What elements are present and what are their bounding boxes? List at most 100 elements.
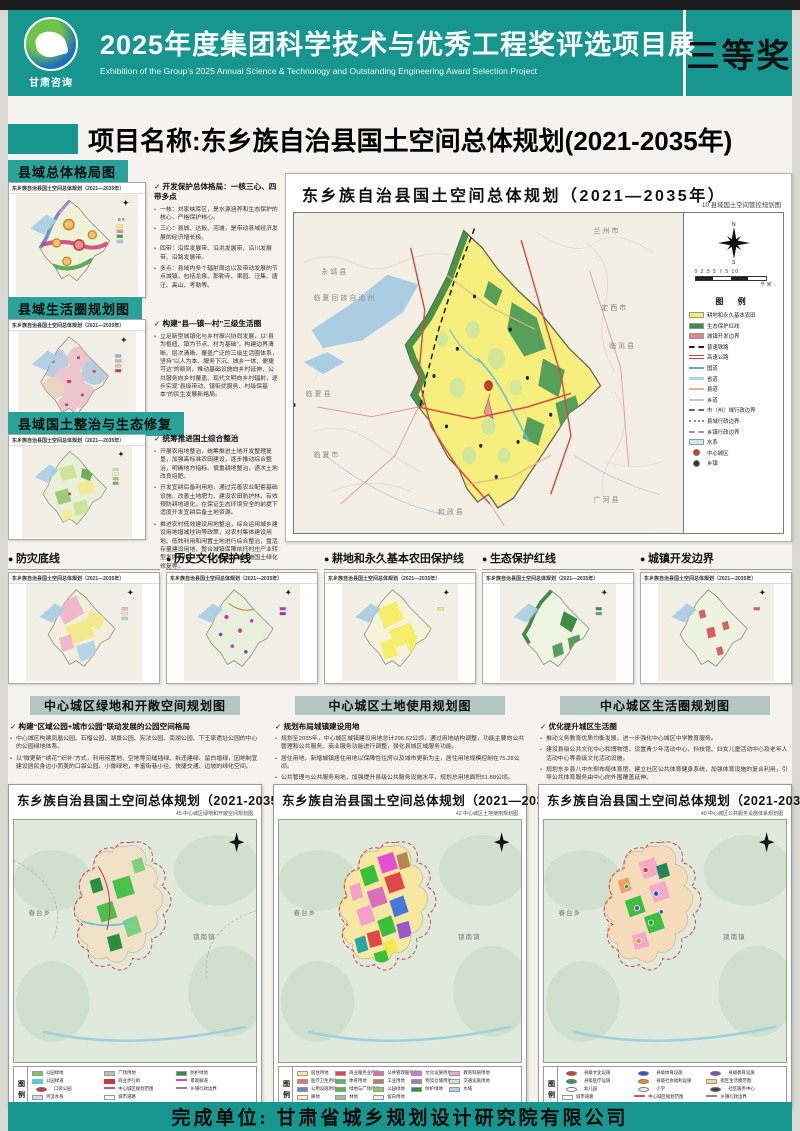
mini-map-title: 东乡族自治县国土空间总体规划（2021—2035年） xyxy=(483,573,633,584)
legend-label: 城市道路 xyxy=(118,1094,136,1099)
town-label: 春台乡 xyxy=(293,910,317,918)
main-map-frame: 永靖县 临夏回族自治州 兰州市 定西市 临洮县 临夏县 临夏市 和政县 广河县 … xyxy=(293,212,784,534)
legend-label: 社区服务中心 xyxy=(728,1086,755,1091)
legend-swatch xyxy=(689,398,704,401)
legend-swatch xyxy=(566,1078,577,1084)
title-accent-block xyxy=(8,124,78,154)
svg-text:✦: ✦ xyxy=(285,588,292,598)
legend-item: 绿地与广场用地 xyxy=(335,1086,380,1092)
legend-label: 乡镇行政边界 xyxy=(190,1086,217,1091)
bottom-map-legend: 图例 公园绿地 广场用地 xyxy=(13,1066,257,1116)
bottom-map-title: 东乡族自治县国土空间总体规划（2021—2035年） xyxy=(282,794,578,808)
legend-swatch xyxy=(689,322,704,329)
town-label: 锁南镇 xyxy=(458,934,481,942)
legend-swatch xyxy=(297,1078,308,1084)
legend-swatch xyxy=(693,449,700,457)
mid-map-panel: 东乡族自治县国土空间总体规划（2021—2035年） ✦ xyxy=(166,572,318,684)
mid-map-panel: 东乡族自治县国土空间总体规划（2021—2035年） ✦ xyxy=(324,572,476,684)
legend-swatch xyxy=(710,1070,722,1076)
legend-item: 公园绿地 xyxy=(32,1070,100,1076)
legend-item: 水系 xyxy=(689,438,778,446)
legend-item: 乡镇 xyxy=(689,459,778,467)
neighbor-label: 临洮县 xyxy=(609,343,637,350)
mid-map-svg: ✦ xyxy=(183,584,301,681)
bullet-list: 一核：刘家峡库区，是水源涵养和生态保护的核心，严格保护核心。三心：县城、达板、河… xyxy=(154,206,278,290)
legend-item: 县级社会福利设施 xyxy=(634,1078,702,1084)
legend-label: 口袋公园 xyxy=(54,1086,72,1091)
legend-swatch xyxy=(566,1086,577,1092)
mid-heading: 历史文化保护线 xyxy=(166,550,318,570)
legend-item: 留白用地 xyxy=(373,1094,407,1100)
section-text-county-pattern: 开发保护总体格局：一核三心、四带多点 一核：刘家峡库区，是水源涵养和生态保护的核… xyxy=(154,182,278,293)
main-map-sidebar: N S 0 2.5 5 7.5 10 千米 图 例 耕地和永久基本农田 xyxy=(683,213,783,533)
neighbor-label: 临夏回族自治州 xyxy=(313,295,377,302)
mid-map-panel: 东乡族自治县国土空间总体规划（2021—2035年） ✦ xyxy=(640,572,792,684)
bottom-map-caption: 45 中心城区绿地和开敞空间规划图 xyxy=(176,811,253,817)
legend-item: 中心城区规划范围 xyxy=(104,1086,172,1092)
town-label: 锁南镇 xyxy=(193,934,216,942)
neighbor-label: 兰州市 xyxy=(593,227,621,235)
legend-swatch xyxy=(297,1086,308,1092)
legend-label: 乡镇行政边界 xyxy=(707,429,740,436)
legend-item: 小学 xyxy=(634,1086,702,1092)
main-map-canvas: 永靖县 临夏回族自治州 兰州市 定西市 临洮县 临夏县 临夏市 和政县 广河县 xyxy=(294,213,683,533)
bullet: 中心城区构建凤凰公园、石榴公园、湖景公园、宪法公园、南湖公园、下王家遗址公园的中… xyxy=(10,735,260,752)
svg-text:✦: ✦ xyxy=(117,450,124,459)
legend-label: 公园绿地 xyxy=(387,1086,405,1091)
svg-text:✦: ✦ xyxy=(122,198,130,208)
legend-item: 县级教育设施 xyxy=(706,1070,774,1076)
legend-label: 生态保护红线 xyxy=(707,323,740,330)
legend-swatch xyxy=(104,1086,116,1092)
bottom-map-panel: 东乡族自治县国土空间总体规划（2021-2035年） 40 中心城区公共服务设施… xyxy=(538,784,800,1116)
legend-item: 耕地和永久基本农田 xyxy=(689,311,778,319)
legend-label: 街区生活圈范围 xyxy=(720,1078,752,1083)
legend-swatch xyxy=(689,439,704,446)
mini-map-title: 东乡族自治县国土空间总体规划（2021—2035年） xyxy=(9,435,145,446)
bullet: 居住用地，新增城镇居住用地以保障性住房以及城市更新为主，居住用地规模控制在75.… xyxy=(275,755,525,772)
legend-item: 林地 xyxy=(335,1094,369,1100)
legend-swatch xyxy=(335,1078,347,1084)
bottom-heading: 中心城区生活圈规划图 xyxy=(560,696,770,715)
mid-heading: 城镇开发边界 xyxy=(640,550,792,570)
legend-swatch xyxy=(689,387,704,391)
mid-map-svg: ✦ xyxy=(657,584,775,681)
legend-item: 工业用地 xyxy=(373,1078,407,1084)
bullet-list: 中心城区构建凤凰公园、石榴公园、湖景公园、宪法公园、南湖公园、下王家遗址公园的中… xyxy=(10,735,260,772)
svg-text:✦: ✦ xyxy=(443,588,450,598)
legend-label: 普速铁路 xyxy=(707,344,729,351)
point-title: 开发保护总体格局：一核三心、四带多点 xyxy=(154,182,278,202)
main-map-panel: 东乡族自治县国土空间总体规划（2021—2035年） 10 县域国土空间管控规划… xyxy=(285,173,792,542)
logo-text: 甘肃咨询 xyxy=(29,78,73,89)
legend-label: 商业步行街 xyxy=(118,1078,141,1083)
poster: 甘肃咨询 2025年度集团科学技术与优秀工程奖评选项目展 Exhibition … xyxy=(8,10,800,1131)
mini-map-title: 东乡族自治县国土空间总体规划（2021—2035年） xyxy=(641,573,791,584)
legend-swatch xyxy=(104,1078,116,1084)
scale-unit: 千米 xyxy=(760,282,773,288)
top-black-strip xyxy=(0,0,800,10)
legend-swatch xyxy=(104,1094,116,1100)
legend-item: 物流仓储用地 xyxy=(411,1078,452,1084)
award-badge: 三等奖 xyxy=(686,37,792,74)
section-heading-life-circle: 县域生活圈规划图 xyxy=(8,297,143,321)
mid-col-heritage: 历史文化保护线 东乡族自治县国土空间总体规划（2021—2035年） ✦ xyxy=(166,550,318,684)
legend-item: 县级体育设施 xyxy=(634,1070,702,1076)
legend-item: 水域 xyxy=(449,1086,483,1092)
point-title: 构建“区域公园+城市公园”联动发展的公园空间格局 xyxy=(10,722,260,732)
legend-item: 广场用地 xyxy=(104,1070,172,1076)
legend-swatch xyxy=(638,1078,650,1084)
legend-swatch xyxy=(373,1070,385,1076)
legend-item: 城市道路 xyxy=(104,1094,172,1100)
legend-item: 普速铁路 xyxy=(689,343,778,351)
mid-col-urban-boundary: 城镇开发边界 东乡族自治县国土空间总体规划（2021—2035年） ✦ xyxy=(640,550,792,684)
neighbor-label: 永靖县 xyxy=(321,269,349,277)
legend-swatch xyxy=(32,1070,43,1076)
svg-text:图 例: 图 例 xyxy=(118,217,125,222)
legend-label: 县级体育设施 xyxy=(656,1070,683,1075)
legend-swatch xyxy=(449,1078,461,1084)
bottom-map-canvas: 春台乡 锁南镇 xyxy=(13,819,257,1063)
legend-swatch xyxy=(449,1070,461,1076)
neighbor-label: 和政县 xyxy=(437,509,465,517)
svg-text:N: N xyxy=(732,222,736,228)
legend-item: 市（州）域行政边界 xyxy=(689,406,778,414)
legend-label: 耕地 xyxy=(311,1094,320,1099)
